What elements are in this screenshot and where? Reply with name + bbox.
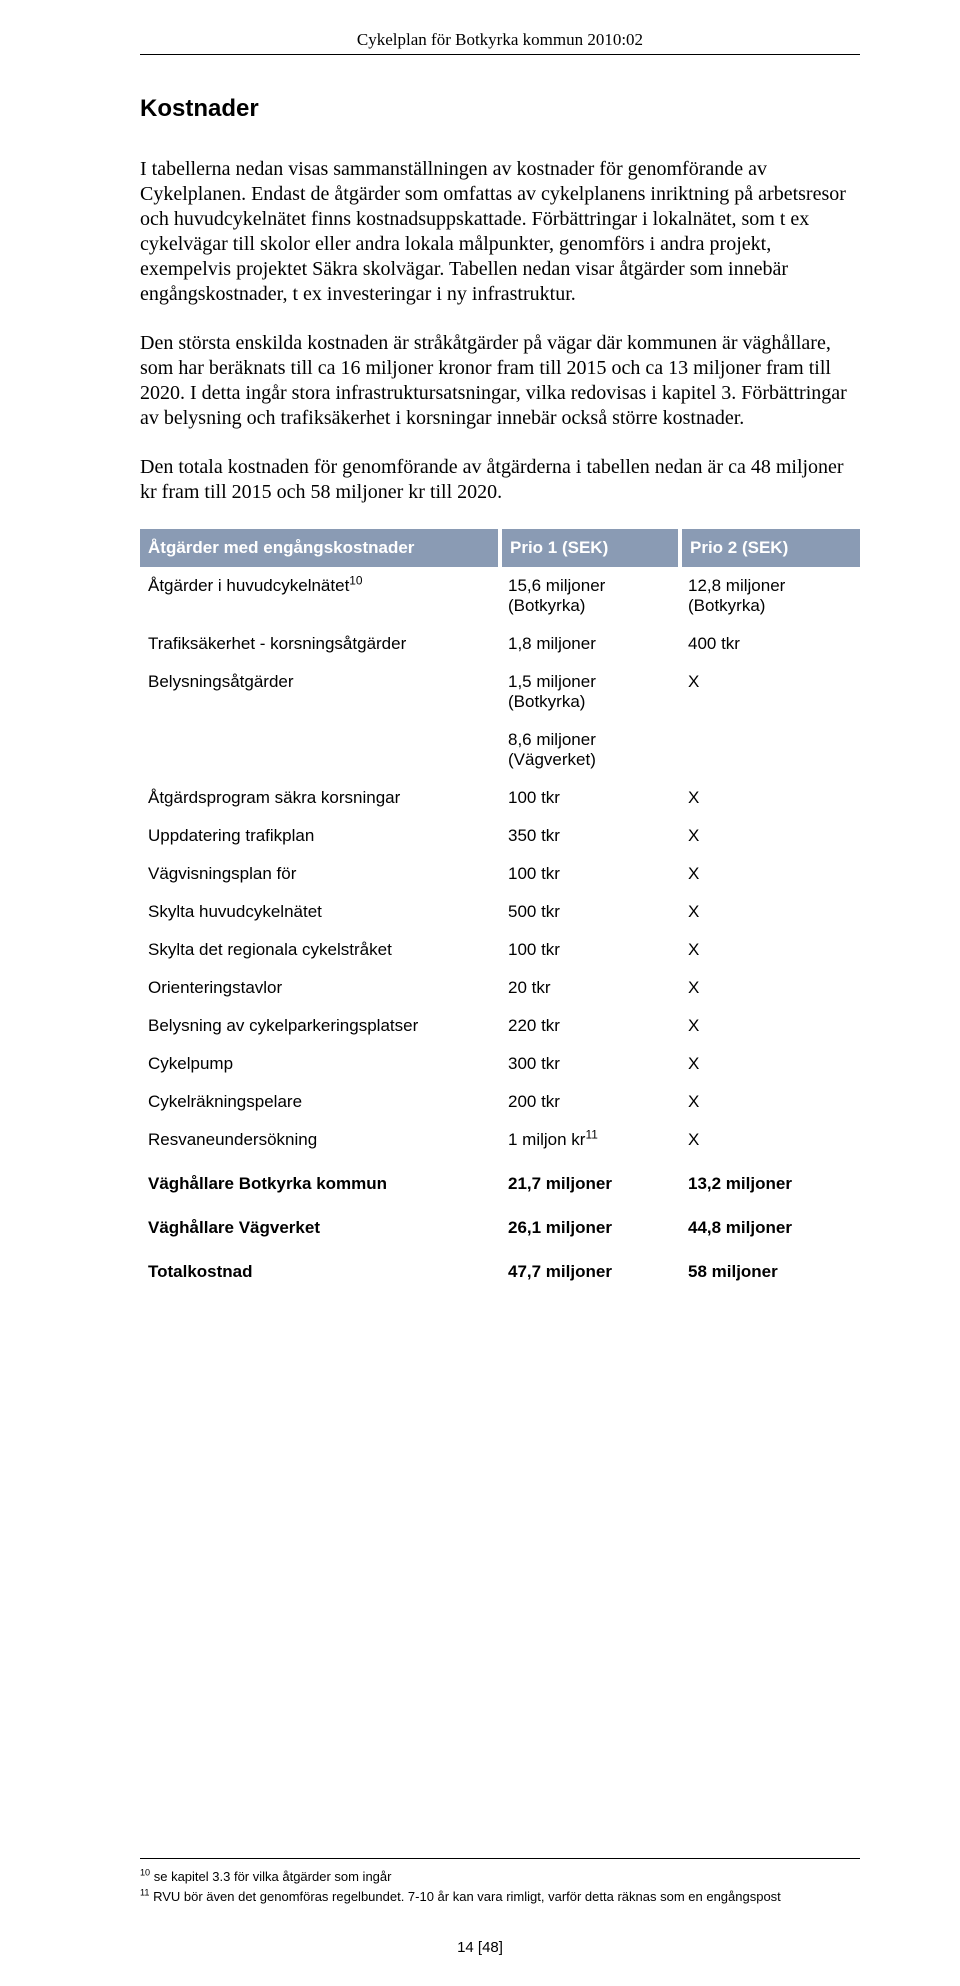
table-row: Väghållare Botkyrka kommun21,7 miljoner1…: [140, 1165, 860, 1203]
table-row: Åtgärder i huvudcykelnätet1015,6 miljone…: [140, 567, 860, 625]
page-heading: Kostnader: [140, 95, 860, 123]
body-text: I tabellerna nedan visas sammanställning…: [140, 157, 860, 505]
table-row: Uppdatering trafikplan350 tkrX: [140, 817, 860, 855]
table-cell: Cykelräkningspelare: [140, 1083, 500, 1121]
table-cell: 58 miljoner: [680, 1253, 860, 1291]
table-cell: 20 tkr: [500, 969, 680, 1007]
table-cell: Trafiksäkerhet - korsningsåtgärder: [140, 625, 500, 663]
footnotes: 10 se kapitel 3.3 för vilka åtgärder som…: [140, 1858, 860, 1906]
running-head: Cykelplan för Botkyrka kommun 2010:02: [140, 30, 860, 50]
table-cell: 1 miljon kr11: [500, 1121, 680, 1159]
table-cell: Totalkostnad: [140, 1253, 500, 1291]
table-row: Totalkostnad47,7 miljoner58 miljoner: [140, 1253, 860, 1291]
table-cell: Belysning av cykelparkeringsplatser: [140, 1007, 500, 1045]
table-cell: Åtgärdsprogram säkra korsningar: [140, 779, 500, 817]
footnote: 10 se kapitel 3.3 för vilka åtgärder som…: [140, 1867, 860, 1887]
table-row: Orienteringstavlor20 tkrX: [140, 969, 860, 1007]
table-row: Trafiksäkerhet - korsningsåtgärder1,8 mi…: [140, 625, 860, 663]
table-cell: 15,6 miljoner(Botkyrka): [500, 567, 680, 625]
table-row: Cykelräkningspelare200 tkrX: [140, 1083, 860, 1121]
table-row: Resvaneundersökning1 miljon kr11X: [140, 1121, 860, 1159]
table-row: Belysningsåtgärder1,5 miljoner(Botkyrka)…: [140, 663, 860, 721]
document-page: Cykelplan för Botkyrka kommun 2010:02 Ko…: [0, 0, 960, 1986]
table-cell: X: [680, 931, 860, 969]
table-cell: X: [680, 817, 860, 855]
table-cell: Väghållare Botkyrka kommun: [140, 1165, 500, 1203]
table-cell: X: [680, 893, 860, 931]
table-cell: 200 tkr: [500, 1083, 680, 1121]
table-cell: Resvaneundersökning: [140, 1121, 500, 1159]
paragraph: I tabellerna nedan visas sammanställning…: [140, 157, 860, 307]
table-header-cell: Prio 2 (SEK): [680, 529, 860, 567]
table-cell: 500 tkr: [500, 893, 680, 931]
table-cell: Väghållare Vägverket: [140, 1209, 500, 1247]
page-number: 14 [48]: [0, 1939, 960, 1956]
table-header-row: Åtgärder med engångskostnader Prio 1 (SE…: [140, 529, 860, 567]
footnote-ref: 11: [585, 1127, 597, 1141]
table-row: Belysning av cykelparkeringsplatser220 t…: [140, 1007, 860, 1045]
table-cell: 100 tkr: [500, 855, 680, 893]
paragraph: Den totala kostnaden för genomförande av…: [140, 455, 860, 505]
table-cell: 100 tkr: [500, 779, 680, 817]
table-cell: Uppdatering trafikplan: [140, 817, 500, 855]
table-row: 8,6 miljoner(Vägverket): [140, 721, 860, 779]
table-cell: 400 tkr: [680, 625, 860, 663]
table-cell: Skylta huvudcykelnätet: [140, 893, 500, 931]
table-header-cell: Åtgärder med engångskostnader: [140, 529, 500, 567]
footnote-ref: 10: [349, 573, 362, 587]
table-cell: X: [680, 663, 860, 721]
table-cell: [140, 721, 500, 779]
paragraph: Den största enskilda kostnaden är stråkå…: [140, 331, 860, 431]
table-row: Åtgärdsprogram säkra korsningar100 tkrX: [140, 779, 860, 817]
table-cell: 12,8 miljoner(Botkyrka): [680, 567, 860, 625]
table-cell: 8,6 miljoner(Vägverket): [500, 721, 680, 779]
footnote-number: 10: [140, 1868, 150, 1878]
table-row: Väghållare Vägverket26,1 miljoner44,8 mi…: [140, 1209, 860, 1247]
table-cell: 100 tkr: [500, 931, 680, 969]
table-header-cell: Prio 1 (SEK): [500, 529, 680, 567]
table-cell: 220 tkr: [500, 1007, 680, 1045]
table-cell: Åtgärder i huvudcykelnätet10: [140, 567, 500, 625]
table-cell: X: [680, 969, 860, 1007]
table-cell: 44,8 miljoner: [680, 1209, 860, 1247]
table-row: Skylta huvudcykelnätet500 tkrX: [140, 893, 860, 931]
table-row: Cykelpump300 tkrX: [140, 1045, 860, 1083]
running-head-rule: [140, 54, 860, 55]
table-cell: 1,8 miljoner: [500, 625, 680, 663]
table-cell: Cykelpump: [140, 1045, 500, 1083]
table-cell: X: [680, 1083, 860, 1121]
table-cell: X: [680, 1007, 860, 1045]
footnote: 11 RVU bör även det genomföras regelbund…: [140, 1887, 860, 1907]
table-cell: 47,7 miljoner: [500, 1253, 680, 1291]
table-cell: 350 tkr: [500, 817, 680, 855]
table-cell: [680, 721, 860, 779]
table-cell: Skylta det regionala cykelstråket: [140, 931, 500, 969]
table-cell: 1,5 miljoner(Botkyrka): [500, 663, 680, 721]
table-cell: 13,2 miljoner: [680, 1165, 860, 1203]
table-cell: X: [680, 855, 860, 893]
table-cell: Vägvisningsplan för: [140, 855, 500, 893]
table-cell: X: [680, 1045, 860, 1083]
footnote-number: 11: [140, 1887, 149, 1897]
table-cell: 26,1 miljoner: [500, 1209, 680, 1247]
table-cell: X: [680, 1121, 860, 1159]
table-row: Vägvisningsplan för100 tkrX: [140, 855, 860, 893]
table-cell: 300 tkr: [500, 1045, 680, 1083]
table-cell: 21,7 miljoner: [500, 1165, 680, 1203]
table-cell: Orienteringstavlor: [140, 969, 500, 1007]
table-row: Skylta det regionala cykelstråket100 tkr…: [140, 931, 860, 969]
table-cell: X: [680, 779, 860, 817]
table-cell: Belysningsåtgärder: [140, 663, 500, 721]
cost-table: Åtgärder med engångskostnader Prio 1 (SE…: [140, 529, 860, 1291]
